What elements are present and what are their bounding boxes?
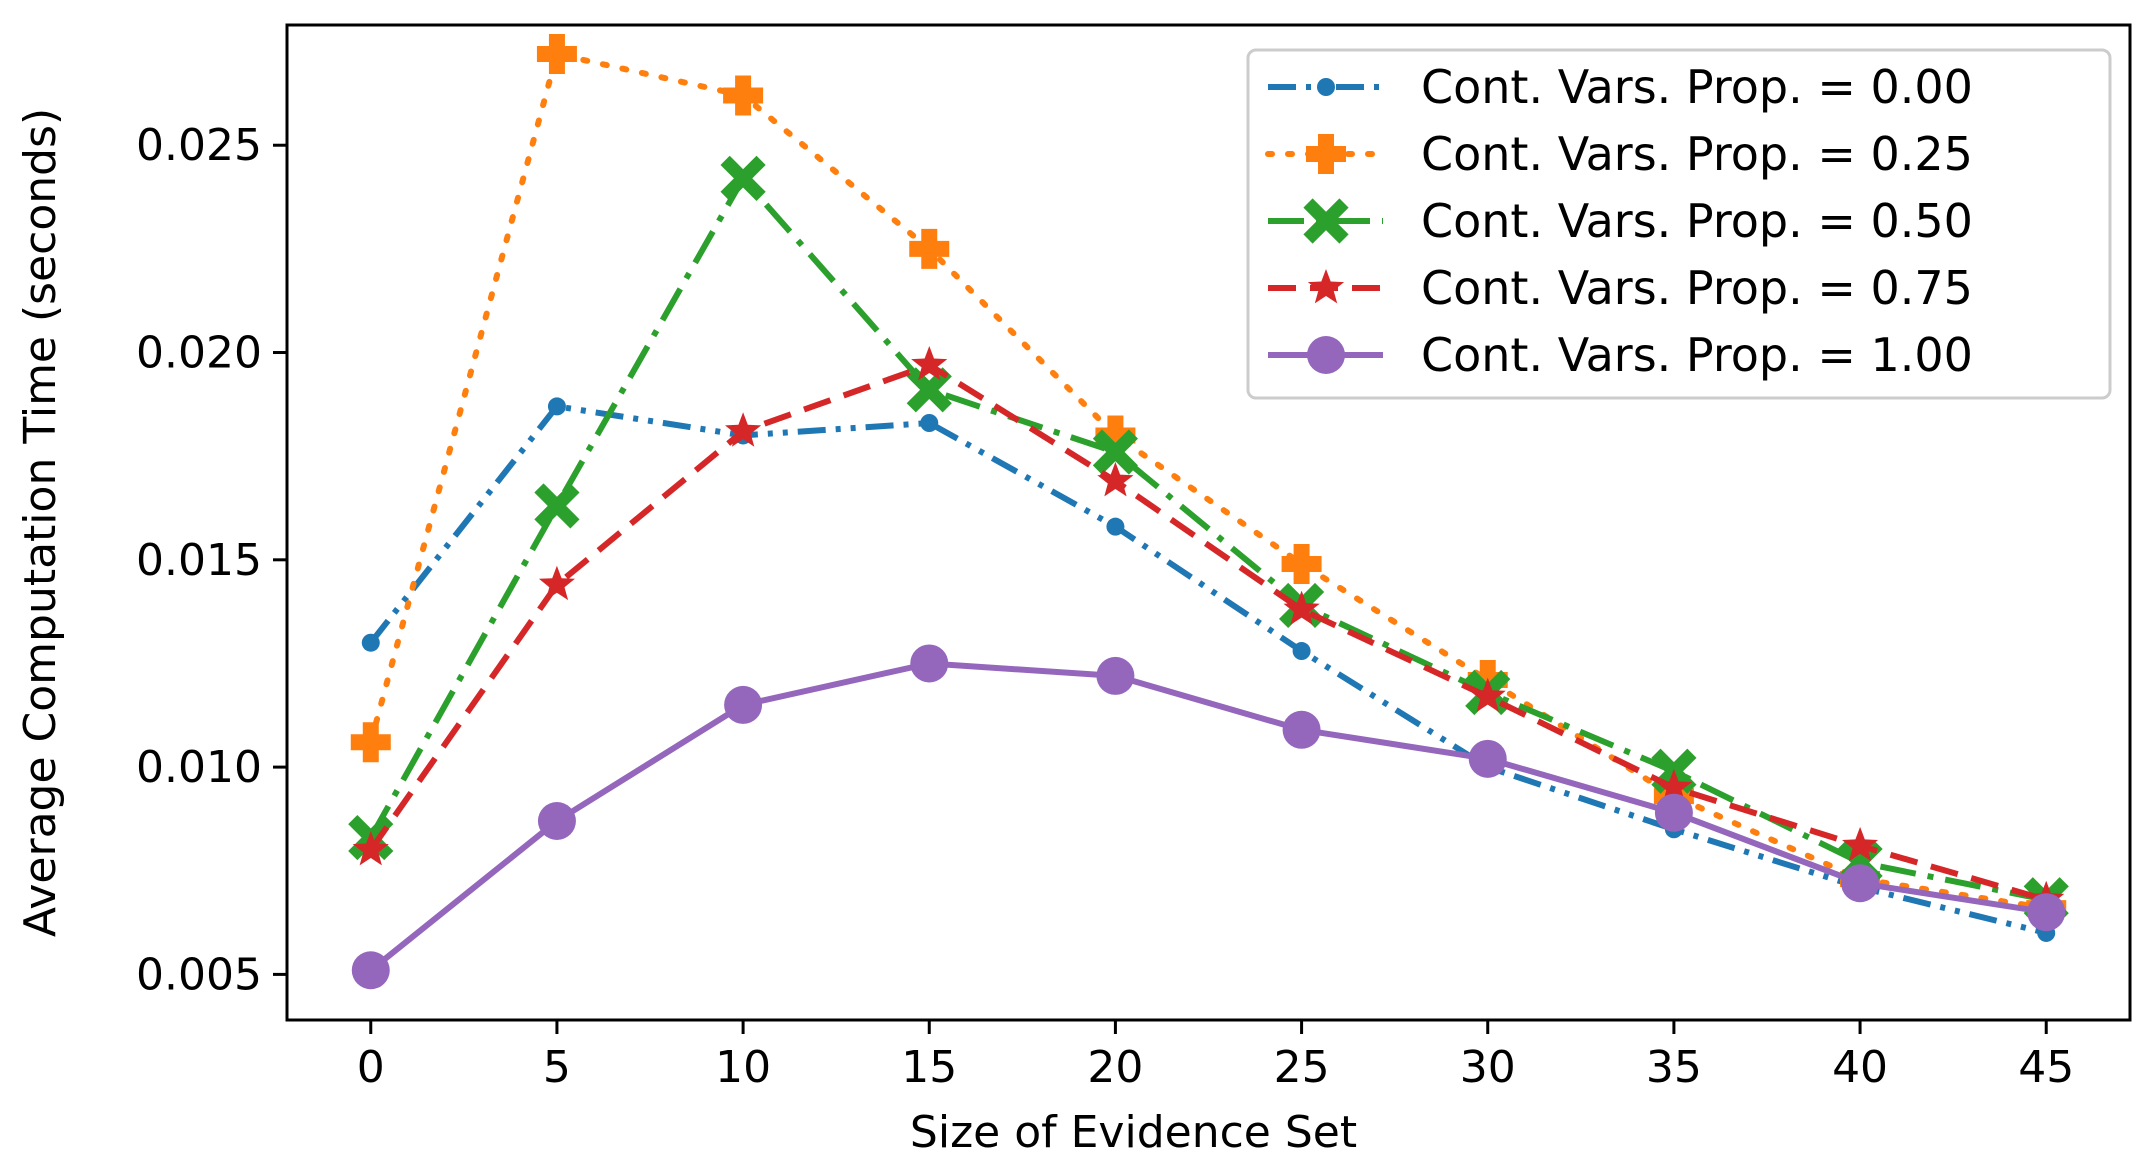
x-tick-label: 10 — [715, 1042, 771, 1093]
legend-marker — [1306, 134, 1346, 174]
data-point-0-0 — [361, 633, 380, 652]
data-point-3-7 — [1655, 768, 1692, 804]
data-point-3-3 — [911, 346, 948, 381]
x-axis-label: Size of Evidence Set — [910, 1107, 1357, 1158]
series-line-0 — [368, 403, 2047, 936]
y-tick-label: 0.015 — [136, 535, 262, 586]
legend-marker — [1307, 269, 1345, 304]
data-point-0-4 — [1106, 517, 1125, 536]
legend-marker — [1317, 78, 1335, 96]
x-tick-label: 45 — [2018, 1042, 2074, 1093]
data-point-3-2 — [725, 412, 762, 447]
legend-entry-4: Cont. Vars. Prop. = 1.00 — [1268, 328, 1973, 382]
x-tick-label: 35 — [1646, 1042, 1702, 1093]
legend: Cont. Vars. Prop. = 0.00 Cont. Vars. Prop… — [1246, 48, 2112, 400]
data-point-4-3 — [910, 644, 949, 683]
legend-entry-1: Cont. Vars. Prop. = 0.25 — [1265, 127, 1973, 181]
data-point-0-1 — [547, 397, 566, 416]
x-tick-label: 0 — [357, 1042, 385, 1093]
legend-label: Cont. Vars. Prop. = 0.00 — [1421, 60, 1973, 114]
data-point-2-3 — [906, 367, 952, 413]
series-layer — [348, 34, 2069, 990]
axes-layer: 0 5 10 15 20 25 30 35 40 45 0.005 0.010 0.015 0.020 0.… — [15, 23, 2132, 1158]
series-4 — [351, 644, 2066, 990]
x-tick-label: 40 — [1832, 1042, 1888, 1093]
legend-entry-3: Cont. Vars. Prop. = 0.75 — [1268, 261, 1973, 315]
data-point-4-0 — [351, 951, 390, 990]
legend-label: Cont. Vars. Prop. = 0.75 — [1421, 261, 1973, 315]
data-point-4-6 — [1468, 739, 1507, 778]
data-point-3-1 — [538, 565, 575, 601]
data-point-4-8 — [1841, 864, 1880, 903]
data-point-3-0 — [352, 831, 389, 866]
data-point-1-4 — [1095, 415, 1136, 456]
series-line-3 — [368, 362, 2048, 903]
x-tick-label: 25 — [1274, 1042, 1330, 1093]
y-tick-label: 0.020 — [136, 328, 262, 379]
legend-box — [1246, 48, 2112, 400]
legend-entry-0: Cont. Vars. Prop. = 0.00 — [1268, 60, 1973, 114]
data-point-4-5 — [1282, 710, 1321, 749]
data-point-4-7 — [1654, 793, 1693, 832]
x-tick-label: 15 — [901, 1042, 957, 1093]
series-line-4 — [368, 660, 2047, 973]
data-point-3-6 — [1469, 677, 1506, 712]
axes-frame — [285, 23, 2132, 1022]
y-tick-label: 0.010 — [136, 742, 262, 793]
data-point-3-4 — [1097, 462, 1134, 497]
legend-marker — [1307, 336, 1345, 374]
data-point-1-0 — [350, 722, 391, 763]
y-tick-label: 0.005 — [136, 949, 262, 1000]
data-point-3-5 — [1283, 590, 1320, 625]
legend-entry-2: Cont. Vars. Prop. = 0.50 — [1268, 194, 1973, 248]
data-point-2-1 — [534, 483, 580, 529]
x-tick-label: 30 — [1460, 1042, 1516, 1093]
y-axis-label: Average Computation Time (seconds) — [15, 108, 66, 937]
data-point-1-1 — [536, 34, 577, 75]
data-point-1-2 — [723, 75, 764, 116]
legend-marker — [1303, 198, 1349, 244]
series-line-1 — [367, 51, 2050, 912]
data-point-0-5 — [1292, 642, 1311, 661]
data-point-3-8 — [1842, 826, 1879, 862]
data-point-4-2 — [724, 685, 763, 724]
series-line-2 — [368, 175, 2047, 903]
legend-label: Cont. Vars. Prop. = 0.50 — [1421, 194, 1973, 248]
data-point-4-1 — [537, 802, 576, 840]
legend-label: Cont. Vars. Prop. = 1.00 — [1421, 328, 1973, 382]
data-point-4-4 — [1096, 656, 1135, 695]
y-tick-label: 0.025 — [136, 120, 262, 171]
data-point-2-4 — [1092, 429, 1139, 475]
x-tick-label: 20 — [1087, 1042, 1143, 1093]
data-point-4-9 — [2027, 893, 2066, 932]
data-point-1-3 — [909, 228, 950, 269]
data-point-1-5 — [1281, 543, 1322, 584]
x-tick-label: 5 — [543, 1042, 571, 1093]
data-point-0-3 — [920, 414, 939, 432]
data-point-2-2 — [720, 155, 766, 201]
legend-label: Cont. Vars. Prop. = 0.25 — [1421, 127, 1973, 181]
